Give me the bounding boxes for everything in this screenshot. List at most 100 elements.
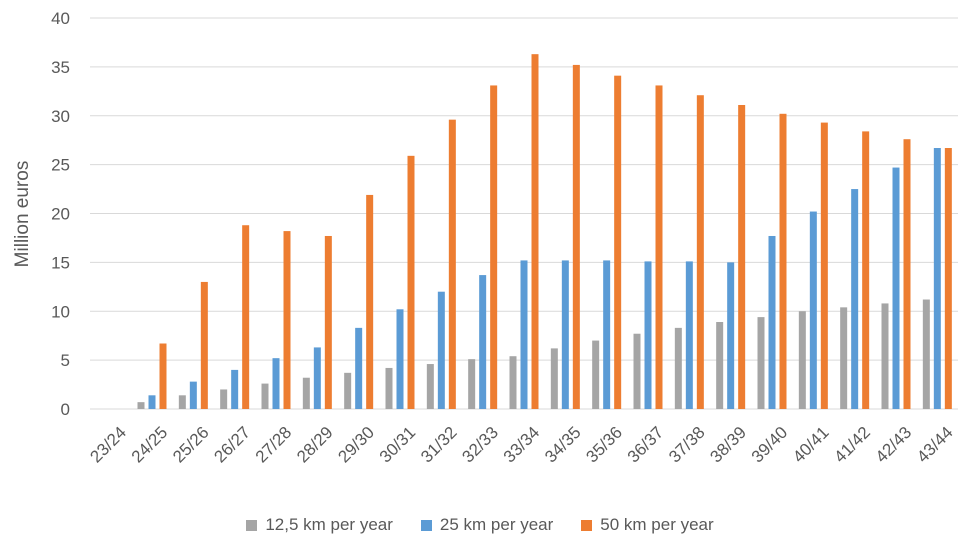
bar-series-0-39-40: [757, 317, 765, 409]
bar-series-2-26-27: [242, 225, 250, 409]
bar-series-2-31-32: [448, 119, 456, 409]
x-tick-label: 43/44: [913, 423, 957, 467]
y-tick-label: 5: [61, 351, 70, 370]
bar-series-0-37-38: [674, 327, 682, 409]
bar-series-2-39-40: [779, 113, 787, 410]
bar-series-0-33-34: [509, 356, 517, 409]
x-tick-label: 35/36: [582, 423, 626, 467]
bar-series-0-24-25: [137, 402, 145, 409]
bar-series-1-38-39: [727, 262, 735, 409]
bar-series-0-26-27: [220, 389, 228, 409]
legend-item: 12,5 km per year: [246, 515, 393, 535]
x-tick-label: 29/30: [334, 423, 378, 467]
bar-series-2-41-42: [862, 131, 870, 409]
x-tick-label: 41/42: [830, 423, 874, 467]
x-tick-label: 36/37: [624, 423, 668, 467]
y-tick-label: 20: [51, 205, 70, 224]
legend-swatch: [581, 519, 593, 531]
bar-series-2-42-43: [903, 139, 911, 409]
bar-series-1-27-28: [272, 358, 280, 409]
bar-series-2-34-35: [572, 64, 580, 410]
bar-series-2-37-38: [696, 95, 704, 409]
bar-series-1-25-26: [189, 381, 197, 409]
legend-item: 50 km per year: [581, 515, 714, 535]
bar-series-1-29-30: [355, 327, 363, 409]
bar-series-2-28-29: [324, 235, 332, 409]
bar-series-0-36-37: [633, 333, 641, 409]
gridlines: [90, 17, 958, 410]
legend-item: 25 km per year: [420, 515, 554, 535]
bars: [137, 54, 952, 410]
x-tick-label: 26/27: [210, 423, 254, 467]
bar-series-0-25-26: [178, 395, 186, 409]
x-tick-label: 23/24: [86, 423, 130, 467]
bar-series-0-41-42: [840, 307, 848, 409]
x-tick-label: 31/32: [417, 423, 461, 467]
bar-series-2-38-39: [738, 104, 746, 409]
bar-series-2-30-31: [407, 155, 415, 409]
x-tick-label: 27/28: [252, 423, 296, 467]
legend: 12,5 km per year 25 km per year 50 km per …: [0, 512, 960, 538]
x-tick-label: 28/29: [293, 423, 337, 467]
x-tick-label: 42/43: [872, 423, 916, 467]
x-tick-label: 25/26: [169, 423, 213, 467]
bar-series-2-27-28: [283, 231, 291, 409]
bar-series-0-31-32: [426, 364, 434, 409]
bar-series-0-28-29: [302, 377, 310, 409]
bar-chart: 0 5 10 15 20 25 30 35 40 23/2424/2525/2626/2727/…: [12, 9, 958, 467]
y-axis-label: Million euros: [12, 161, 33, 268]
y-axis-ticks: 0 5 10 15 20 25 30 35 40: [51, 9, 70, 419]
x-tick-label: 40/41: [789, 423, 833, 467]
bar-series-0-30-31: [385, 367, 393, 409]
bar-series-1-40-41: [809, 211, 817, 409]
bar-series-0-42-43: [881, 303, 889, 409]
bar-series-1-43-44: [933, 148, 941, 409]
x-tick-label: 38/39: [706, 423, 750, 467]
bar-series-0-29-30: [344, 372, 352, 409]
bar-series-1-37-38: [685, 261, 693, 409]
bar-series-1-35-36: [603, 260, 611, 409]
y-tick-label: 15: [51, 253, 70, 272]
bar-series-1-42-43: [892, 167, 900, 409]
bar-series-1-28-29: [313, 347, 321, 409]
bar-series-0-27-28: [261, 383, 269, 409]
bar-series-1-30-31: [396, 309, 404, 409]
legend-label: 25 km per year: [439, 515, 554, 534]
y-tick-label: 10: [51, 302, 70, 321]
bar-series-0-34-35: [550, 348, 558, 409]
y-tick-label: 25: [51, 156, 70, 175]
bar-series-2-35-36: [614, 75, 622, 410]
y-tick-label: 35: [51, 58, 70, 77]
x-tick-label: 39/40: [748, 423, 792, 467]
x-tick-label: 34/35: [541, 423, 585, 467]
bar-series-0-35-36: [592, 340, 600, 409]
bar-series-2-32-33: [490, 85, 498, 409]
bar-series-0-40-41: [798, 311, 806, 409]
bar-series-1-24-25: [148, 395, 156, 409]
bar-series-1-33-34: [520, 260, 528, 409]
y-tick-label: 0: [61, 400, 70, 419]
x-tick-label: 33/34: [500, 423, 544, 467]
bar-series-2-43-44: [944, 148, 952, 409]
bar-series-0-32-33: [468, 359, 476, 409]
bar-series-2-29-30: [366, 194, 374, 409]
bar-series-1-34-35: [561, 260, 569, 409]
legend-swatch: [420, 519, 432, 531]
bar-series-1-32-33: [479, 275, 487, 409]
bar-series-1-26-27: [231, 369, 239, 409]
bar-series-0-43-44: [922, 299, 930, 409]
y-tick-label: 40: [51, 9, 70, 28]
x-tick-label: 24/25: [128, 423, 172, 467]
bar-series-1-36-37: [644, 261, 652, 409]
bar-series-1-31-32: [437, 291, 445, 409]
legend-label: 12,5 km per year: [265, 515, 393, 534]
bar-series-1-41-42: [851, 189, 859, 409]
x-tick-label: 32/33: [458, 423, 502, 467]
x-tick-label: 37/38: [665, 423, 709, 467]
bar-series-0-38-39: [716, 322, 724, 409]
legend-swatch: [246, 519, 258, 531]
y-tick-label: 30: [51, 107, 70, 126]
bar-series-2-24-25: [159, 343, 167, 409]
bar-series-2-25-26: [200, 281, 208, 409]
bar-series-1-39-40: [768, 235, 776, 409]
